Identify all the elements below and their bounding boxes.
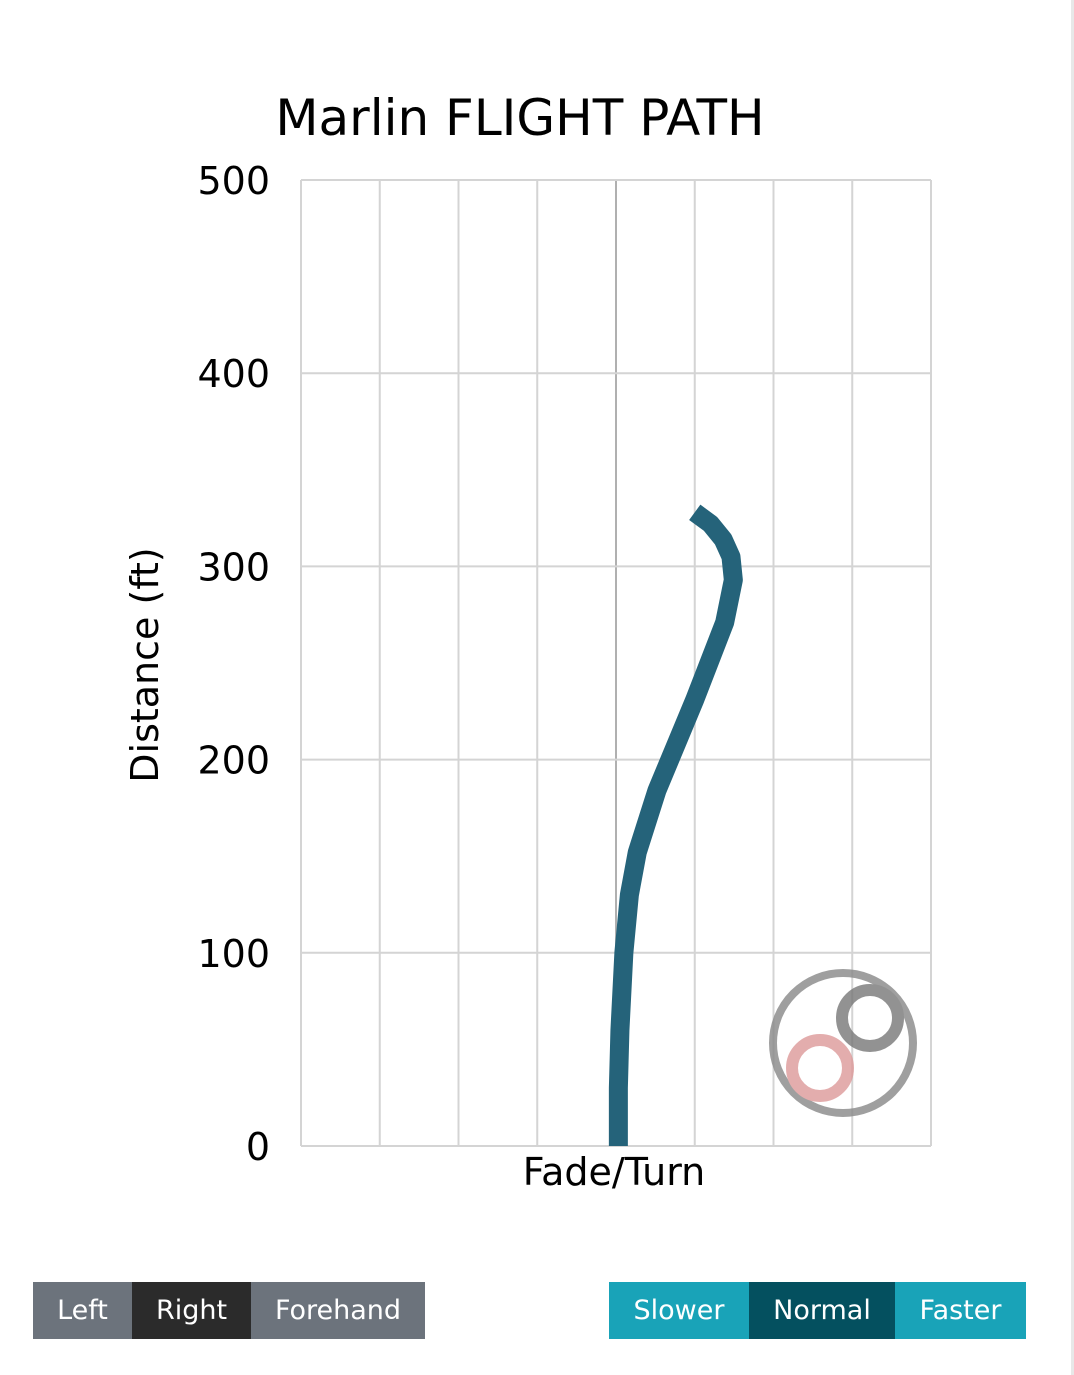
y-tick-label: 400	[197, 352, 270, 396]
left-button[interactable]: Left	[33, 1282, 132, 1339]
flight-path-line	[608, 504, 743, 1146]
flight-chart: Marlin FLIGHT PATH Fade/Turn Distance (f…	[123, 89, 932, 1194]
y-tick-label: 100	[197, 932, 270, 976]
normal-button[interactable]: Normal	[749, 1282, 895, 1339]
speed-selector: Slower Normal Faster	[609, 1282, 1026, 1339]
y-tick-label: 500	[197, 159, 270, 203]
right-button[interactable]: Right	[132, 1282, 251, 1339]
y-tick-label: 200	[197, 739, 270, 783]
chart-title: Marlin FLIGHT PATH	[275, 89, 764, 147]
y-tick-label: 300	[197, 545, 270, 589]
y-axis-label: Distance (ft)	[123, 547, 167, 783]
hand-selector: Left Right Forehand	[33, 1282, 425, 1339]
faster-button[interactable]: Faster	[895, 1282, 1026, 1339]
forehand-button[interactable]: Forehand	[251, 1282, 425, 1339]
slower-button[interactable]: Slower	[609, 1282, 749, 1339]
x-axis-label: Fade/Turn	[523, 1150, 706, 1194]
logo-watermark	[769, 969, 917, 1117]
y-tick-label: 0	[246, 1125, 270, 1169]
